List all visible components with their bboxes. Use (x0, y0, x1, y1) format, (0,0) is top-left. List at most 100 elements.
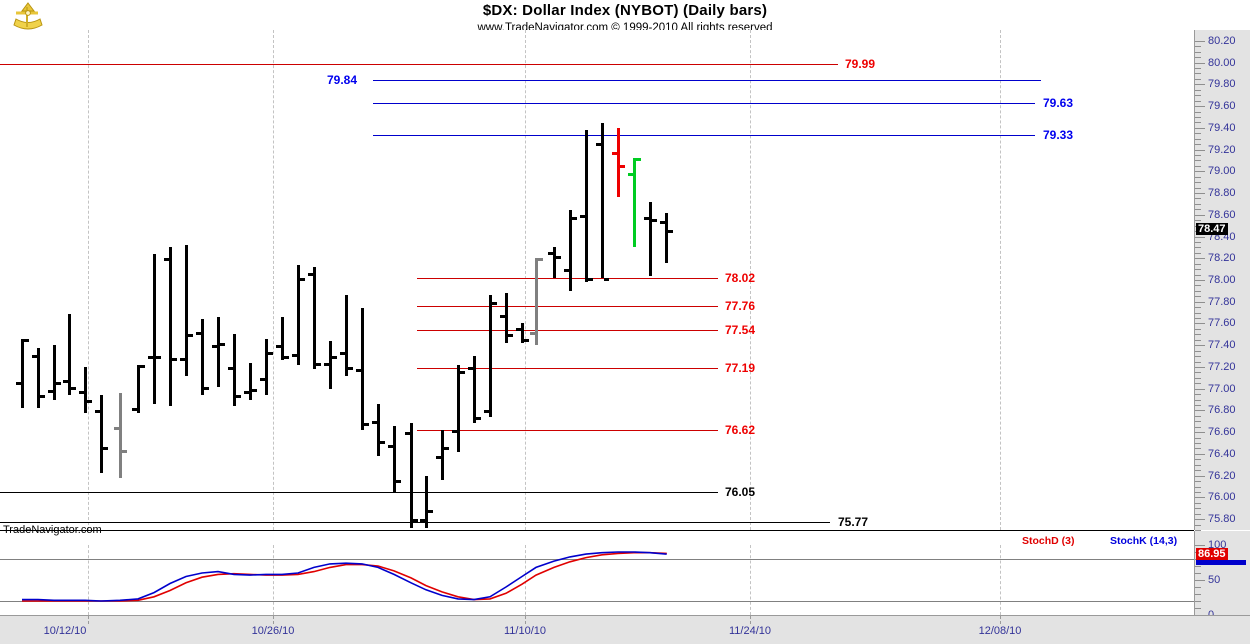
ohlc-bar[interactable] (564, 210, 577, 291)
ohlc-bar[interactable] (372, 403, 385, 457)
ohlc-bar[interactable] (530, 258, 543, 346)
bar-high-low (297, 264, 300, 365)
price-level-label: 76.62 (725, 423, 756, 437)
ohlc-bar[interactable] (596, 123, 609, 281)
bar-open-tick (228, 366, 233, 370)
ohlc-bar[interactable] (420, 475, 433, 528)
price-level-line[interactable] (417, 277, 718, 279)
price-level-line[interactable] (417, 306, 718, 308)
price-level-line[interactable] (417, 368, 718, 370)
ohlc-bar[interactable] (292, 264, 305, 365)
price-axis-minor-tick (1195, 247, 1201, 249)
ohlc-bar[interactable] (114, 393, 127, 478)
bar-open-tick (356, 369, 361, 373)
ohlc-bar[interactable] (548, 247, 561, 278)
bar-open-tick (580, 214, 585, 218)
price-axis-minor-tick (1195, 209, 1201, 211)
gridline-vertical (750, 30, 751, 530)
bar-high-low (649, 201, 652, 276)
ohlc-bar[interactable] (148, 253, 161, 404)
ohlc-bar[interactable] (324, 340, 337, 389)
bar-close-tick (156, 356, 161, 360)
bar-close-tick (652, 219, 657, 223)
price-axis-label: 76.00 (1208, 491, 1236, 504)
ohlc-bar[interactable] (164, 247, 177, 407)
bar-high-low (119, 393, 122, 478)
ohlc-bar[interactable] (244, 362, 257, 400)
ohlc-bar[interactable] (612, 127, 625, 198)
ohlc-bar[interactable] (628, 158, 641, 248)
price-level-line[interactable] (0, 491, 718, 493)
price-axis-minor-tick (1195, 394, 1201, 396)
price-axis-tick (1195, 258, 1205, 260)
price-axis-label: 77.80 (1208, 295, 1236, 308)
ohlc-bar[interactable] (196, 319, 209, 396)
ohlc-bar[interactable] (644, 201, 657, 276)
ohlc-bar[interactable] (95, 395, 108, 474)
ohlc-bar[interactable] (79, 366, 92, 413)
price-axis-minor-tick (1195, 486, 1201, 488)
price-level-line[interactable] (373, 80, 1041, 81)
ohlc-bar[interactable] (660, 212, 673, 263)
price-axis-minor-tick (1195, 269, 1201, 271)
bar-open-tick (63, 379, 68, 383)
ohlc-bar[interactable] (260, 338, 273, 396)
price-pane[interactable]: 79.99 79.84 79.63 79.33 78.02 77.76 77.54 77.19… (0, 30, 1194, 531)
ohlc-bar[interactable] (180, 245, 193, 376)
stochastic-axis-minor-tick (1195, 587, 1201, 588)
price-level-label: 78.02 (725, 270, 756, 285)
price-axis-minor-tick (1195, 513, 1201, 515)
ohlc-bar[interactable] (356, 308, 369, 430)
ohlc-bar[interactable] (340, 295, 353, 376)
price-axis-minor-tick (1195, 116, 1201, 118)
ohlc-bar[interactable] (388, 425, 401, 494)
price-axis[interactable]: 80.20 80.00 79.80 79.60 79.40 79.20 79.00 78.80… (1194, 30, 1250, 531)
ohlc-bar[interactable] (228, 334, 241, 407)
price-axis-minor-tick (1195, 399, 1201, 401)
ohlc-bar[interactable] (580, 130, 593, 283)
ohlc-bar[interactable] (212, 316, 225, 387)
price-level-label: 76.05 (725, 484, 756, 499)
bar-high-low (617, 127, 620, 198)
ohlc-bar[interactable] (405, 423, 418, 528)
ohlc-bar[interactable] (308, 266, 321, 370)
price-level-line[interactable] (417, 330, 718, 331)
bar-close-tick (252, 388, 257, 392)
price-level-line[interactable] (0, 63, 838, 65)
price-axis-label: 78.00 (1208, 274, 1236, 286)
ohlc-bar[interactable] (276, 316, 289, 361)
bar-open-tick (468, 366, 473, 370)
ohlc-bar[interactable] (484, 295, 497, 417)
bar-high-low (84, 366, 87, 413)
date-axis[interactable]: 10/12/10 10/26/10 11/10/10 11/24/10 12/08/10 (0, 615, 1250, 644)
price-axis-minor-tick (1195, 290, 1201, 292)
stochastic-axis[interactable]: 10050086.95 (1194, 531, 1250, 621)
bar-close-tick (204, 386, 209, 390)
price-level-line[interactable] (417, 430, 718, 431)
bar-high-low (473, 356, 476, 424)
price-axis-minor-tick (1195, 524, 1201, 526)
price-axis-minor-tick (1195, 339, 1201, 341)
price-axis-minor-tick (1195, 508, 1201, 510)
ohlc-bar[interactable] (452, 364, 465, 452)
ohlc-bar[interactable] (48, 345, 61, 400)
stochastic-pane[interactable] (0, 545, 1194, 615)
ohlc-bar[interactable] (63, 313, 76, 396)
ohlc-bar[interactable] (32, 348, 45, 409)
bar-close-tick (56, 382, 61, 386)
price-axis-minor-tick (1195, 89, 1201, 91)
price-axis-minor-tick (1195, 203, 1201, 205)
ohlc-bar[interactable] (16, 338, 29, 409)
price-level-line[interactable] (373, 135, 1035, 137)
price-level-line[interactable] (373, 102, 1035, 104)
ohlc-bar[interactable] (468, 356, 481, 424)
ohlc-bar[interactable] (500, 293, 513, 344)
ohlc-bar[interactable] (436, 430, 449, 480)
ohlc-bar[interactable] (132, 364, 145, 413)
bar-close-tick (524, 338, 529, 342)
bar-close-tick (122, 449, 127, 453)
price-level-line[interactable] (0, 522, 830, 524)
price-level-label: 79.63 (1043, 95, 1074, 110)
ohlc-bar[interactable] (516, 323, 529, 344)
price-axis-label: 80.20 (1208, 34, 1236, 47)
